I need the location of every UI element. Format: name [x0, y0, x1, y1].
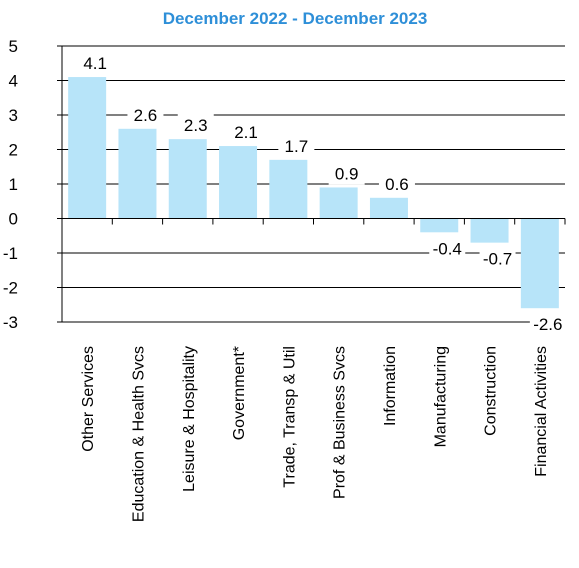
y-tick-label: 0 — [9, 210, 18, 229]
data-label-background — [378, 172, 415, 195]
y-tick-label: -1 — [3, 244, 18, 263]
category-label: Trade, Transp & Util — [281, 346, 298, 488]
category-label: Other Services — [80, 346, 97, 452]
chart-title: December 2022 - December 2023 — [163, 9, 428, 28]
category-label: Government* — [231, 346, 248, 440]
y-tick-label: 4 — [9, 72, 18, 91]
data-label: 2.1 — [234, 123, 258, 142]
bar — [369, 197, 408, 219]
axes — [57, 45, 566, 323]
bar — [219, 146, 258, 219]
data-label-background — [529, 313, 566, 336]
y-tick-label: 3 — [9, 106, 18, 125]
data-label-background — [429, 237, 466, 260]
category-label: Education & Health Svcs — [130, 346, 147, 522]
data-label: 0.6 — [385, 175, 409, 194]
category-label: Prof & Business Svcs — [332, 346, 349, 499]
data-label: -2.6 — [533, 315, 562, 334]
category-label: Information — [382, 346, 399, 426]
category-label: Financial Activities — [533, 346, 550, 477]
y-tick-label: 1 — [9, 175, 18, 194]
bar — [319, 187, 358, 219]
data-label-background — [228, 121, 265, 144]
y-tick-label: 5 — [9, 37, 18, 56]
y-tick-label: -2 — [3, 279, 18, 298]
y-tick-label: -3 — [3, 313, 18, 332]
data-label: 0.9 — [335, 164, 359, 183]
data-label: -0.4 — [433, 239, 462, 258]
data-label-background — [177, 114, 214, 137]
data-label-background — [127, 103, 164, 126]
category-label: Manufacturing — [432, 346, 449, 447]
bars — [68, 77, 559, 309]
bar — [68, 77, 107, 219]
data-label: 1.7 — [285, 137, 309, 156]
data-label-background — [328, 162, 365, 185]
y-axis-ticks: 5 4 3 2 1 0 -1 -2 -3 — [3, 37, 18, 332]
x-axis-categories: Other Services Education & Health Svcs Lei… — [80, 346, 550, 522]
bar — [269, 159, 308, 219]
data-label-background — [479, 247, 516, 270]
bar — [470, 218, 509, 243]
data-label-background — [77, 52, 114, 75]
bar — [118, 128, 157, 219]
bar — [420, 218, 459, 233]
data-label: 2.6 — [134, 106, 158, 125]
data-label: 4.1 — [83, 54, 107, 73]
category-label: Construction — [483, 346, 500, 436]
data-label: -0.7 — [483, 250, 512, 269]
data-label-background — [278, 134, 315, 157]
data-labels: 4.1 2.6 2.3 2.1 1.7 0.9 0.6 -0.4 -0.7 -2.6 — [77, 52, 566, 336]
category-label: Leisure & Hospitality — [181, 346, 198, 492]
bar — [520, 218, 559, 309]
data-label: 2.3 — [184, 116, 208, 135]
bar — [168, 139, 207, 219]
y-tick-label: 2 — [9, 141, 18, 160]
